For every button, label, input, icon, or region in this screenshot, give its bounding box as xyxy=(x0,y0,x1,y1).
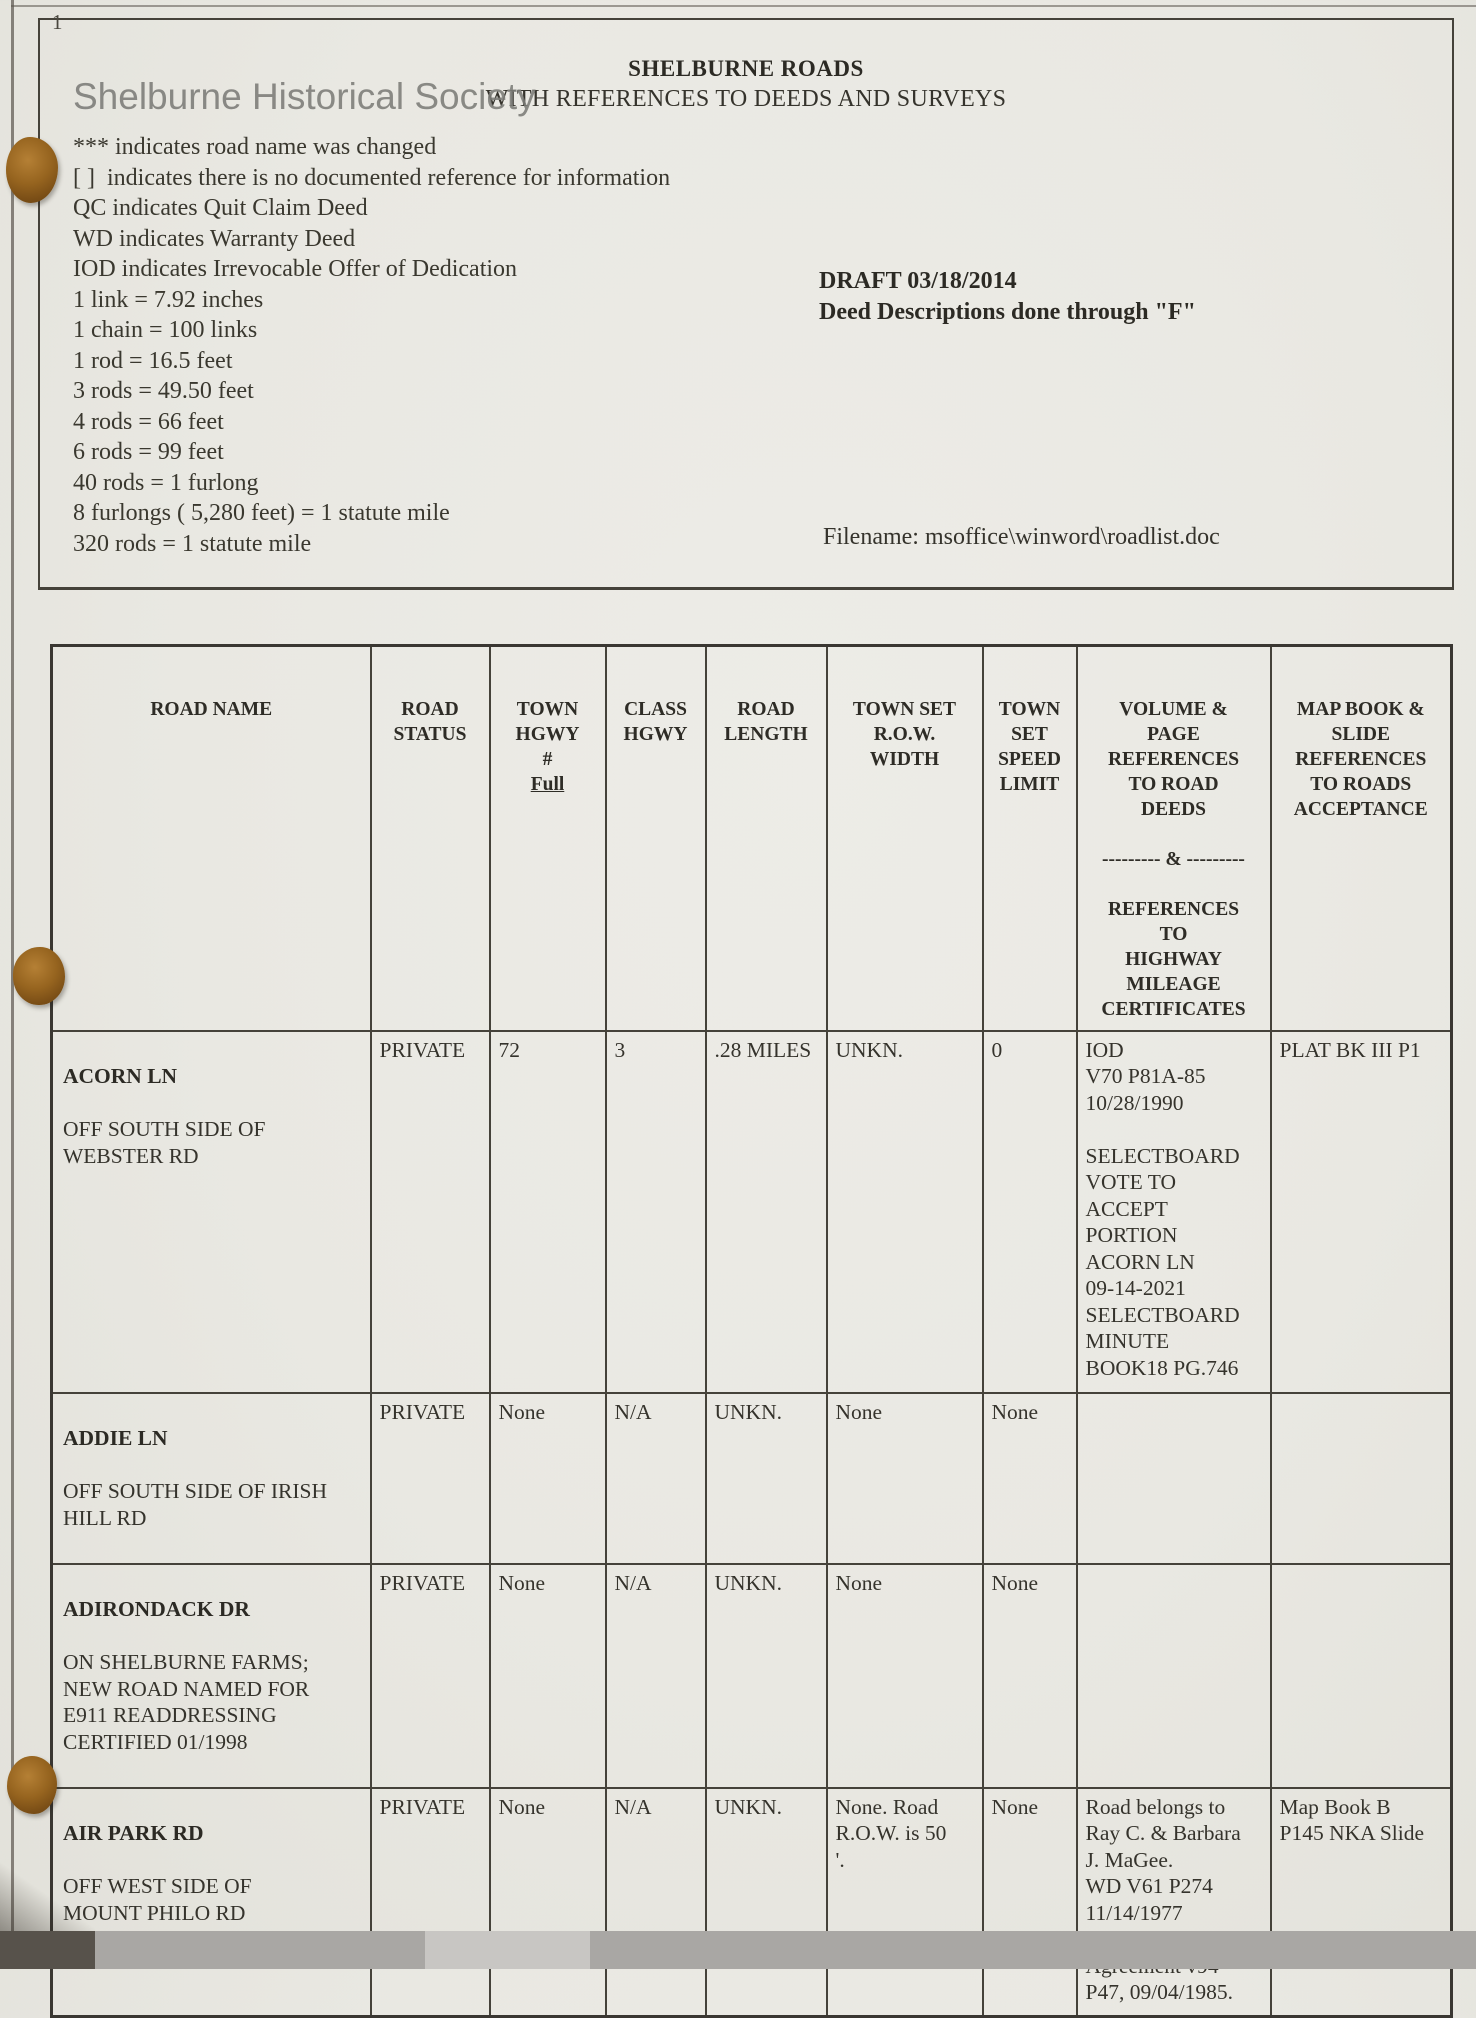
cell-map-references: PLAT BK III P1 xyxy=(1269,1029,1453,1394)
cell-volume-references xyxy=(1075,1391,1272,1565)
cell-class-hgwy: N/A xyxy=(604,1562,707,1789)
cell-road-status: PRIVATE xyxy=(369,1029,491,1394)
cell-map-references xyxy=(1269,1391,1453,1565)
legend-line: 6 rods = 99 feet xyxy=(73,439,224,465)
binder-fastener-icon xyxy=(6,137,58,203)
road-name: AIR PARK RD xyxy=(63,1821,204,1845)
cell-road-length: .28 MILES xyxy=(704,1029,828,1394)
legend-line: *** indicates road name was changed xyxy=(73,134,437,160)
binder-fastener-icon xyxy=(13,947,65,1005)
col-header-town-set-row-width: TOWN SET R.O.W. WIDTH xyxy=(825,644,984,1032)
col-header-town-hgwy: TOWN HGWY # Full xyxy=(488,644,607,1032)
cell-class-hgwy: N/A xyxy=(604,1786,707,2018)
table-row-acorn-ln: ACORN LN OFF SOUTH SIDE OF WEBSTER RD PR… xyxy=(50,1029,1453,1394)
page-top-edge xyxy=(11,5,1476,7)
historical-society-watermark: Shelburne Historical Society xyxy=(73,76,536,117)
legend-line: IOD indicates Irrevocable Offer of Dedic… xyxy=(73,256,518,282)
scanner-band-light-segment xyxy=(425,1931,590,1969)
filename-note: Filename: msoffice\winword\roadlist.doc xyxy=(823,524,1220,550)
road-description: OFF SOUTH SIDE OF WEBSTER RD xyxy=(63,1117,266,1168)
binder-fastener-icon xyxy=(7,1756,57,1814)
table-row-adirondack-dr: ADIRONDACK DR ON SHELBURNE FARMS; NEW RO… xyxy=(50,1562,1453,1789)
cell-class-hgwy: N/A xyxy=(604,1391,707,1565)
legend-line: WD indicates Warranty Deed xyxy=(73,225,356,252)
cell-town-hgwy: 72 xyxy=(488,1029,607,1394)
cell-volume-references: Road belongs to Ray C. & Barbara J. MaGe… xyxy=(1075,1786,1272,2018)
cell-road-length: UNKN. xyxy=(704,1562,828,1789)
road-description: OFF WEST SIDE OF MOUNT PHILO RD xyxy=(63,1874,252,1925)
legend-line: [ ] indicates there is no documented ref… xyxy=(73,164,671,191)
cell-speed-limit: None xyxy=(981,1786,1078,2018)
document-title: SHELBURNE ROADS xyxy=(628,56,864,81)
roads-table: ROAD NAME ROAD STATUS TOWN HGWY # Full C… xyxy=(50,644,1453,2018)
cell-road-status: PRIVATE xyxy=(369,1562,491,1789)
legend-line: 320 rods = 1 statute mile xyxy=(73,530,312,557)
cell-volume-references: IOD V70 P81A-85 10/28/1990 SELECTBOARD V… xyxy=(1075,1029,1272,1394)
road-name: ACORN LN xyxy=(63,1064,178,1088)
col-header-road-status: ROAD STATUS xyxy=(369,644,491,1032)
draft-note-block: DRAFT 03/18/2014 Deed Descriptions done … xyxy=(819,266,1196,328)
col-header-town-hgwy-full: Full xyxy=(530,774,565,795)
col-header-map-book-references: MAP BOOK & SLIDE REFERENCES TO ROADS ACC… xyxy=(1269,644,1453,1032)
cell-town-hgwy: None xyxy=(488,1562,607,1789)
cell-road-status: PRIVATE xyxy=(369,1391,491,1565)
cell-town-hgwy: None xyxy=(488,1391,607,1565)
cell-class-hgwy: 3 xyxy=(604,1029,707,1394)
cell-row-width: None. Road R.O.W. is 50 '. xyxy=(825,1786,984,2018)
table-row-addie-ln: ADDIE LN OFF SOUTH SIDE OF IRISH HILL RD… xyxy=(50,1391,1453,1565)
cell-town-hgwy: None xyxy=(488,1786,607,2018)
cell-speed-limit: None xyxy=(981,1391,1078,1565)
cell-road-name: AIR PARK RD OFF WEST SIDE OF MOUNT PHILO… xyxy=(50,1786,372,2018)
legend-box: SHELBURNE ROADS WITH REFERENCES TO DEEDS… xyxy=(38,18,1454,590)
cell-map-references: Map Book B P145 NKA Slide xyxy=(1269,1786,1453,2018)
legend-line: 1 chain = 100 links xyxy=(73,317,258,343)
road-name: ADIRONDACK DR xyxy=(63,1597,250,1621)
table-header-row: ROAD NAME ROAD STATUS TOWN HGWY # Full C… xyxy=(50,644,1453,1032)
scanner-band-dark-segment xyxy=(0,1931,95,1969)
cell-speed-limit: None xyxy=(981,1562,1078,1789)
legend-line: QC indicates Quit Claim Deed xyxy=(73,195,368,221)
cell-road-name: ACORN LN OFF SOUTH SIDE OF WEBSTER RD xyxy=(50,1029,372,1394)
scanner-background-band xyxy=(0,1931,1476,1969)
page-left-edge xyxy=(11,0,14,1934)
legend-line: 1 link = 7.92 inches xyxy=(73,286,264,313)
col-header-town-set-speed-limit: TOWN SET SPEED LIMIT xyxy=(981,644,1078,1032)
road-description: ON SHELBURNE FARMS; NEW ROAD NAMED FOR E… xyxy=(63,1650,310,1754)
cell-road-name: ADDIE LN OFF SOUTH SIDE OF IRISH HILL RD xyxy=(50,1391,372,1565)
cell-road-status: PRIVATE xyxy=(369,1786,491,2018)
road-name: ADDIE LN xyxy=(63,1426,168,1450)
draft-date: DRAFT 03/18/2014 xyxy=(819,268,1017,294)
document-subtitle: WITH REFERENCES TO DEEDS AND SURVEYS xyxy=(485,86,1007,112)
legend-line: 1 rod = 16.5 feet xyxy=(73,347,233,374)
col-header-town-hgwy-text: TOWN HGWY # xyxy=(515,699,580,770)
legend-list: *** indicates road name was changed [ ] … xyxy=(73,132,670,559)
cell-row-width: None xyxy=(825,1391,984,1565)
legend-line: 40 rods = 1 furlong xyxy=(73,469,259,496)
cell-road-length: UNKN. xyxy=(704,1391,828,1565)
cell-speed-limit: 0 xyxy=(981,1029,1078,1394)
draft-progress-note: Deed Descriptions done through "F" xyxy=(819,299,1196,325)
col-header-class-hgwy: CLASS HGWY xyxy=(604,644,707,1032)
page-number: 1 xyxy=(52,10,63,34)
road-description: OFF SOUTH SIDE OF IRISH HILL RD xyxy=(63,1479,328,1530)
cell-volume-references xyxy=(1075,1562,1272,1789)
document-title-block: SHELBURNE ROADS WITH REFERENCES TO DEEDS… xyxy=(40,54,1452,114)
legend-line: 3 rods = 49.50 feet xyxy=(73,378,254,404)
col-header-road-length: ROAD LENGTH xyxy=(704,644,828,1032)
cell-row-width: UNKN. xyxy=(825,1029,984,1394)
col-header-volume-page-references: VOLUME & PAGE REFERENCES TO ROAD DEEDS -… xyxy=(1075,644,1272,1032)
legend-line: 8 furlongs ( 5,280 feet) = 1 statute mil… xyxy=(73,500,450,526)
cell-road-name: ADIRONDACK DR ON SHELBURNE FARMS; NEW RO… xyxy=(50,1562,372,1789)
legend-line: 4 rods = 66 feet xyxy=(73,408,224,435)
cell-row-width: None xyxy=(825,1562,984,1789)
cell-road-length: UNKN. xyxy=(704,1786,828,2018)
col-header-road-name: ROAD NAME xyxy=(50,644,372,1032)
table-row-air-park-rd: AIR PARK RD OFF WEST SIDE OF MOUNT PHILO… xyxy=(50,1786,1453,2018)
cell-map-references xyxy=(1269,1562,1453,1789)
